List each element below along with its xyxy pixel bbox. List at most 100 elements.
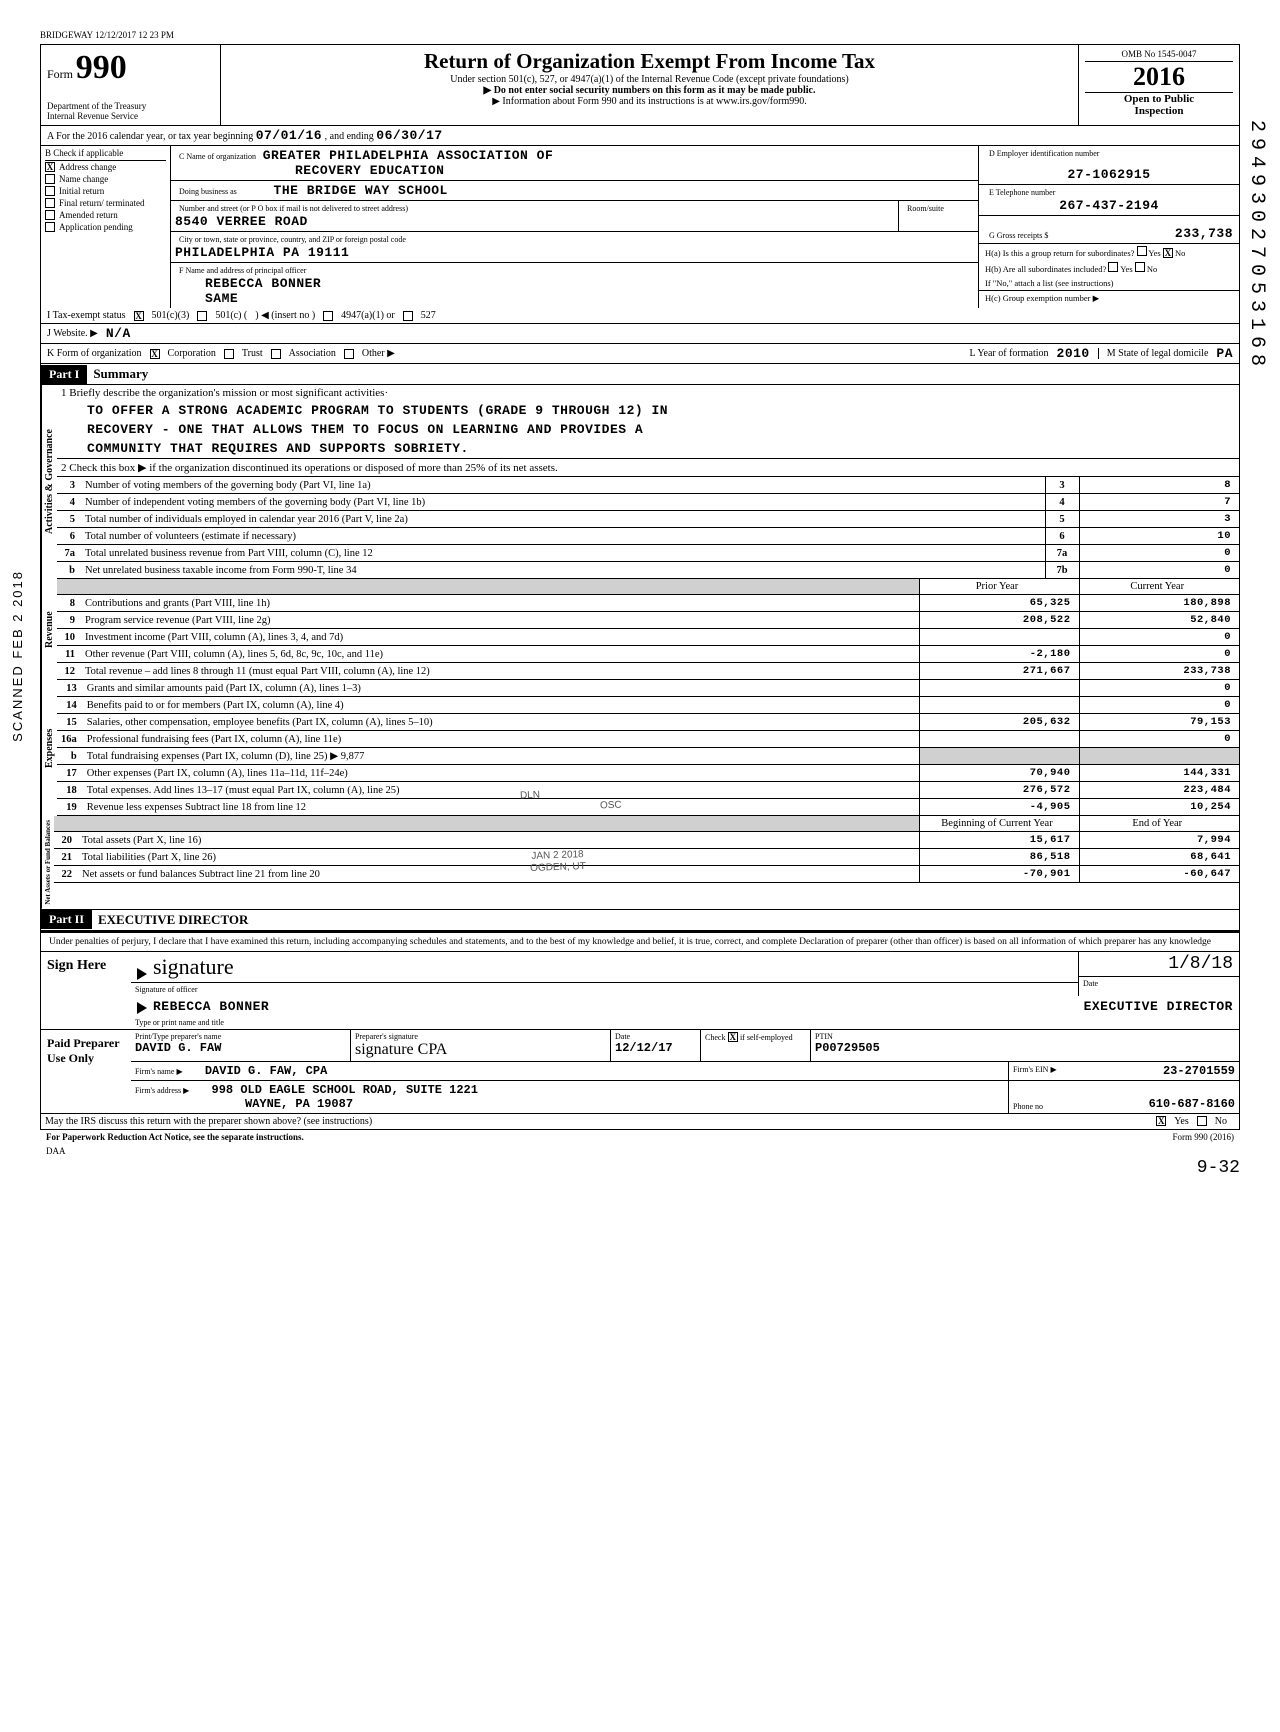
h4a-no-chk[interactable]: X — [1163, 248, 1173, 258]
dln-stamp: DLN — [520, 790, 540, 803]
officer-title: EXECUTIVE DIRECTOR — [1084, 999, 1233, 1014]
header-sub1: Under section 501(c), 527, or 4947(a)(1)… — [227, 74, 1072, 85]
chk-501c[interactable] — [197, 311, 207, 321]
table-row: 6Total number of volunteers (estimate if… — [57, 528, 1239, 545]
table-row: 20Total assets (Part X, line 16)15,6177,… — [54, 832, 1239, 849]
part1-title: Summary — [87, 364, 154, 384]
table-row: 14Benefits paid to or for members (Part … — [57, 697, 1239, 714]
table-row: 11Other revenue (Part VIII, column (A), … — [57, 646, 1239, 663]
mission-2: RECOVERY - ONE THAT ALLOWS THEM TO FOCUS… — [57, 420, 1239, 439]
h4b-no-chk[interactable] — [1135, 262, 1145, 272]
paid-preparer-label: Paid Preparer Use Only — [41, 1030, 131, 1113]
chk-4947[interactable] — [323, 311, 333, 321]
chk-501c3[interactable]: X — [134, 311, 144, 321]
room-label: Room/suite — [903, 203, 974, 214]
prep-signature: signature CPA — [355, 1041, 606, 1059]
officer-label: F Name and address of principal officer — [175, 265, 974, 276]
open-public1: Open to Public — [1085, 92, 1233, 105]
officer-name-line: REBECCA BONNER EXECUTIVE DIRECTOR — [131, 996, 1239, 1016]
table-row: 16aProfessional fundraising fees (Part I… — [57, 731, 1239, 748]
chk-box: X — [45, 162, 55, 172]
sign-here-row: Sign Here signature Signature of officer… — [41, 952, 1239, 1030]
chk-box — [45, 222, 55, 232]
self-employed-chk[interactable]: X — [728, 1032, 738, 1042]
h4a-yes-chk[interactable] — [1137, 246, 1147, 256]
vert-governance: Activities & Governance — [41, 385, 57, 579]
preparer-line1: Print/Type preparer's name DAVID G. FAW … — [131, 1030, 1239, 1062]
section-net-assets: Net Assets or Fund Balances Beginning of… — [40, 816, 1240, 910]
prep-date-label: Date — [615, 1032, 696, 1041]
prep-sig-label: Preparer's signature — [355, 1032, 606, 1041]
org-name-2: RECOVERY EDUCATION — [175, 163, 974, 178]
m-label: M State of legal domicile — [1098, 348, 1209, 359]
section-governance: Activities & Governance 1 Briefly descri… — [40, 385, 1240, 579]
row-a-label: A For the 2016 calendar year, or tax yea… — [47, 131, 253, 142]
tel-label: E Telephone number — [985, 187, 1233, 198]
k-label: K Form of organization — [47, 348, 142, 359]
vert-revenue: Revenue — [41, 579, 57, 680]
chk-final-return[interactable]: Final return/ terminated — [45, 197, 166, 209]
mission-1: TO OFFER A STRONG ACADEMIC PROGRAM TO ST… — [57, 401, 1239, 420]
officer-same: SAME — [175, 291, 974, 306]
table-row: 5Total number of individuals employed in… — [57, 511, 1239, 528]
preparer-line3: Firm's address ▶ 998 OLD EAGLE SCHOOL RO… — [131, 1081, 1239, 1113]
firm-ein-label: Firm's EIN ▶ — [1013, 1065, 1057, 1074]
triangle-icon — [137, 1002, 147, 1014]
tel-block: E Telephone number 267-437-2194 — [979, 185, 1239, 216]
officer-typed-name: REBECCA BONNER — [153, 999, 269, 1014]
form-title: Return of Organization Exempt From Incom… — [227, 49, 1072, 74]
j-label: J Website. ▶ — [47, 328, 98, 339]
discuss-no-chk[interactable] — [1197, 1116, 1207, 1126]
gross-value: 233,738 — [1175, 226, 1233, 241]
org-name-block: C Name of organization GREATER PHILADELP… — [171, 146, 978, 181]
row-j-website: J Website. ▶ N/A — [40, 324, 1240, 344]
side-serial: 29493027053168 — [1245, 120, 1268, 372]
chk-name-change[interactable]: Name change — [45, 173, 166, 185]
discuss-yes-chk[interactable]: X — [1156, 1116, 1166, 1126]
chk-corp[interactable]: X — [150, 349, 160, 359]
city-block: City or town, state or province, country… — [171, 232, 978, 263]
tax-year-begin: 07/01/16 — [256, 128, 322, 143]
h4b-yes-chk[interactable] — [1108, 262, 1118, 272]
vert-net-assets: Net Assets or Fund Balances — [41, 816, 54, 909]
l-value: 2010 — [1057, 346, 1090, 361]
chk-trust[interactable] — [224, 349, 234, 359]
ogden-stamp: JAN 2 2018 OGDEN, UT — [530, 849, 586, 875]
check-label: Check — [705, 1033, 725, 1042]
table-row: 19Revenue less expenses Subtract line 18… — [57, 799, 1239, 816]
table-row: 21Total liabilities (Part X, line 26)86,… — [54, 849, 1239, 866]
chk-initial-return[interactable]: Initial return — [45, 185, 166, 197]
form-header: Form 990 Department of the Treasury Inte… — [40, 44, 1240, 126]
chk-box — [45, 198, 55, 208]
table-row: 15Salaries, other compensation, employee… — [57, 714, 1239, 731]
l-label: L Year of formation — [969, 348, 1048, 359]
header-right: OMB No 1545-0047 2016 Open to Public Ins… — [1079, 45, 1239, 125]
ein-value: 27-1062915 — [985, 159, 1233, 182]
chk-assoc[interactable] — [271, 349, 281, 359]
chk-other[interactable] — [344, 349, 354, 359]
form-990-label: Form 990 (2016) — [1173, 1132, 1235, 1142]
firm-name: DAVID G. FAW, CPA — [185, 1064, 327, 1078]
row-a-tax-year: A For the 2016 calendar year, or tax yea… — [40, 126, 1240, 146]
hc-block: H(c) Group exemption number ▶ — [979, 291, 1239, 306]
dba-label: Doing business as — [175, 186, 241, 197]
prep-name-label: Print/Type preparer's name — [135, 1032, 346, 1041]
table-row: 10Investment income (Part VIII, column (… — [57, 629, 1239, 646]
tel-value: 267-437-2194 — [985, 198, 1233, 213]
chk-address-change[interactable]: XAddress change — [45, 161, 166, 173]
officer-block: F Name and address of principal officer … — [171, 263, 978, 308]
gov-lines-table: 3Number of voting members of the governi… — [57, 477, 1239, 579]
chk-527[interactable] — [403, 311, 413, 321]
chk-amended[interactable]: Amended return — [45, 209, 166, 221]
table-row: bTotal fundraising expenses (Part IX, co… — [57, 748, 1239, 765]
expenses-table: 13Grants and similar amounts paid (Part … — [57, 680, 1239, 816]
pra-notice: For Paperwork Reduction Act Notice, see … — [46, 1132, 304, 1142]
vert-expenses: Expenses — [41, 680, 57, 816]
sign-here-right: signature Signature of officer 1/8/18 Da… — [131, 952, 1239, 1029]
col-c-org-info: C Name of organization GREATER PHILADELP… — [171, 146, 979, 308]
firm-addr1: 998 OLD EAGLE SCHOOL ROAD, SUITE 1221 — [192, 1083, 478, 1097]
m-value: PA — [1216, 346, 1233, 361]
discuss-row: May the IRS discuss this return with the… — [41, 1114, 1239, 1129]
ein-block: D Employer identification number 27-1062… — [979, 146, 1239, 185]
chk-application-pending[interactable]: Application pending — [45, 221, 166, 233]
